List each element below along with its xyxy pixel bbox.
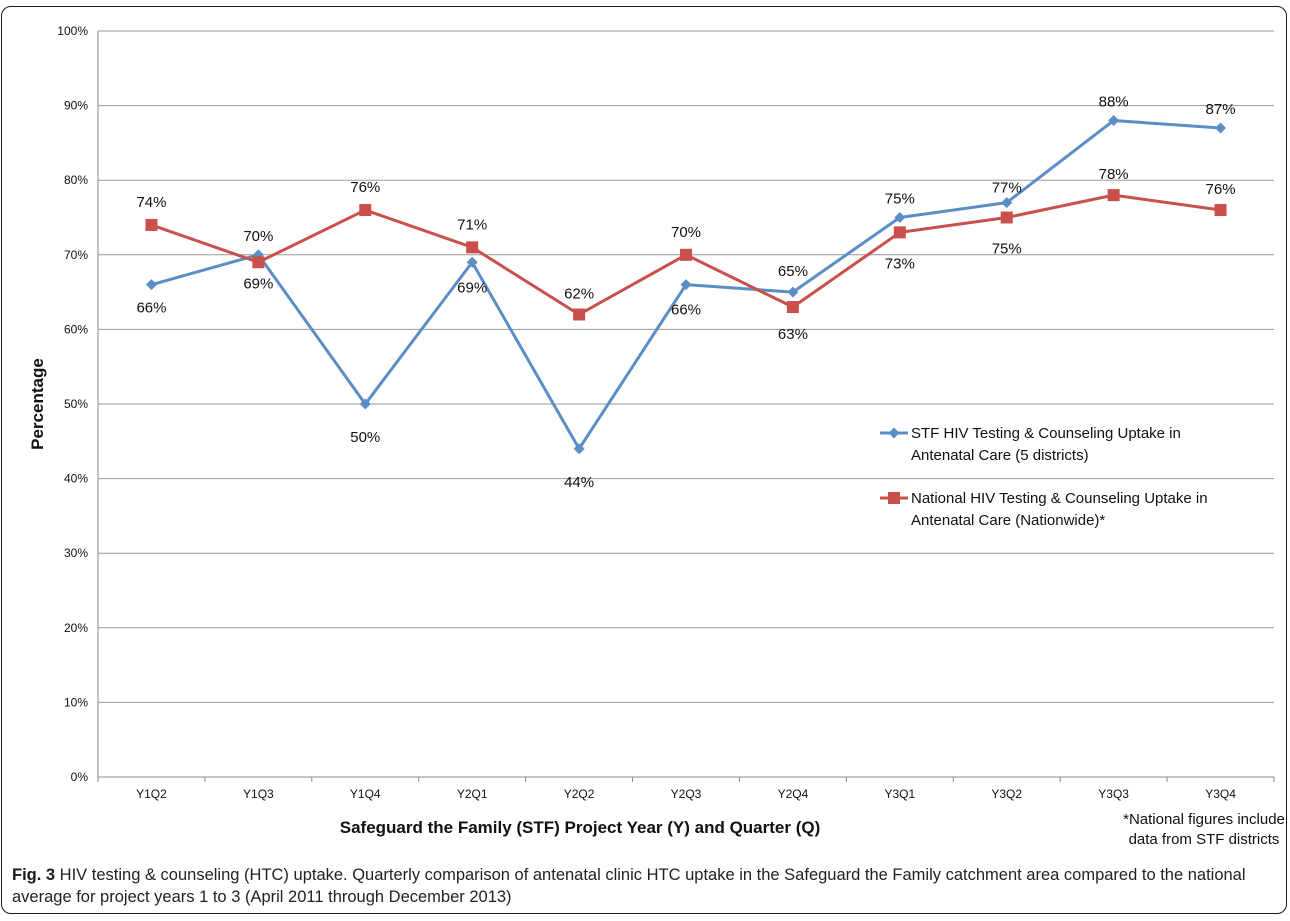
data-label: 76% <box>350 179 380 196</box>
data-point-square <box>1214 204 1227 217</box>
figure-frame <box>1 6 1287 914</box>
data-label: 63% <box>778 326 808 343</box>
x-tick-label: Y3Q4 <box>1205 787 1236 801</box>
y-tick-label: 100% <box>57 24 88 38</box>
legend-label-line-1: STF HIV Testing & Counseling Uptake in <box>911 425 1181 442</box>
data-point-square <box>252 256 265 269</box>
data-label: 50% <box>350 429 380 446</box>
data-point-diamond <box>894 212 906 223</box>
x-tick-label: Y3Q3 <box>1098 787 1129 801</box>
y-tick-label: 50% <box>64 397 88 411</box>
data-point-diamond <box>466 256 478 268</box>
data-label: 76% <box>1206 181 1236 198</box>
data-label: 62% <box>564 285 594 302</box>
x-tick-label: Y2Q3 <box>671 787 702 801</box>
data-point-square <box>359 204 372 217</box>
legend-label-line-2: Antenatal Care (Nationwide)* <box>911 512 1105 529</box>
y-tick-label: 60% <box>64 322 88 336</box>
data-label: 75% <box>992 241 1022 258</box>
y-tick-label: 70% <box>64 248 88 262</box>
data-point-diamond <box>145 279 157 291</box>
figure-caption: Fig. 3 HIV testing & counseling (HTC) up… <box>12 864 1272 908</box>
x-tick-label: Y2Q2 <box>564 787 595 801</box>
data-label: 74% <box>136 194 166 211</box>
data-label: 65% <box>778 263 808 280</box>
data-point-square <box>573 308 586 321</box>
x-tick-label: Y2Q1 <box>457 787 488 801</box>
data-label: 69% <box>457 279 487 296</box>
y-axis-title: Percentage <box>28 358 47 450</box>
data-point-square <box>145 218 158 231</box>
x-tick-label: Y1Q4 <box>350 787 381 801</box>
caption-text: HIV testing & counseling (HTC) uptake. Q… <box>12 866 1246 906</box>
y-tick-label: 30% <box>64 546 88 560</box>
line-chart: 0% 10% 20% 30% 40% 50% 60% 70% 80% 90% 100% Y1Q2 Y1Q… <box>28 24 1275 801</box>
data-point-diamond <box>573 443 585 455</box>
data-label: 75% <box>885 191 915 208</box>
y-tick-label: 80% <box>64 173 88 187</box>
legend-label-line-2: Antenatal Care (5 districts) <box>911 447 1089 464</box>
x-tick-label: Y2Q4 <box>778 787 809 801</box>
footnote-line-1: *National figures include <box>1123 811 1285 828</box>
y-tick-label: 90% <box>64 99 88 113</box>
data-point-square <box>1107 189 1120 202</box>
data-label: 70% <box>243 228 273 245</box>
caption-label: Fig. 3 <box>12 866 56 884</box>
data-point-square <box>680 248 692 261</box>
data-point-diamond <box>787 286 799 298</box>
data-label: 69% <box>243 275 273 292</box>
y-tick-label: 40% <box>64 472 88 486</box>
data-point-diamond <box>1001 197 1013 209</box>
data-label: 78% <box>1099 166 1129 183</box>
data-label: 77% <box>992 180 1022 197</box>
x-axis-title: Safeguard the Family (STF) Project Year … <box>339 818 821 837</box>
data-label: 88% <box>1099 94 1129 111</box>
legend-marker-square <box>888 492 900 504</box>
y-tick-label: 10% <box>64 695 88 709</box>
data-point-square <box>1000 211 1013 224</box>
data-point-square <box>466 241 479 254</box>
data-label: 44% <box>564 474 594 491</box>
x-tick-label: Y1Q2 <box>136 787 167 801</box>
data-point-square <box>786 301 799 314</box>
data-label: 70% <box>671 224 701 241</box>
data-label: 66% <box>671 302 701 319</box>
data-label: 66% <box>136 300 166 317</box>
footnote: *National figures include data from STF … <box>1118 810 1290 850</box>
data-label: 73% <box>885 255 915 272</box>
data-point-diamond <box>680 279 692 291</box>
legend-marker-diamond <box>888 427 900 439</box>
x-tick-label: Y3Q2 <box>991 787 1022 801</box>
data-point-diamond <box>1215 122 1227 134</box>
data-point-diamond <box>359 398 371 410</box>
y-tick-label: 20% <box>64 621 88 635</box>
data-label: 71% <box>457 216 487 233</box>
data-point-square <box>893 226 906 239</box>
x-tick-label: Y1Q3 <box>243 787 274 801</box>
data-label: 87% <box>1206 101 1236 118</box>
legend-label-line-1: National HIV Testing & Counseling Uptake… <box>911 490 1208 507</box>
y-tick-label: 0% <box>71 770 89 784</box>
x-tick-label: Y3Q1 <box>884 787 915 801</box>
footnote-line-2: data from STF districts <box>1128 831 1280 848</box>
data-point-diamond <box>1108 115 1120 127</box>
